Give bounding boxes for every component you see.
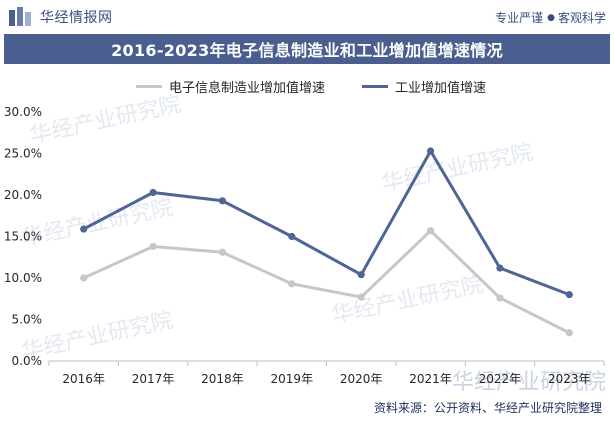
y-tick-label: 15.0% xyxy=(4,230,42,244)
brand-name: 华经情报网 xyxy=(40,10,113,26)
slogan: 专业严谨 ● 客观科学 xyxy=(495,9,606,26)
data-point-series-0 xyxy=(80,274,88,282)
y-tick-label: 20.0% xyxy=(4,188,42,202)
data-point-series-1 xyxy=(80,225,88,233)
data-point-series-1 xyxy=(357,271,365,279)
data-point-series-0 xyxy=(496,294,504,302)
data-point-series-0 xyxy=(565,329,573,337)
legend-label-industry: 工业增加值增速 xyxy=(395,80,487,96)
legend-label-electronics: 电子信息制造业增加值增速 xyxy=(169,80,326,96)
brand-logo-icon xyxy=(9,7,31,26)
legend-item-electronics: 电子信息制造业增加值增速 xyxy=(136,74,325,98)
x-tick-label: 2023年 xyxy=(548,372,591,386)
y-tick-label: 5.0% xyxy=(12,313,43,327)
data-point-series-1 xyxy=(426,147,435,155)
x-tick-label: 2018年 xyxy=(201,372,244,386)
y-tick-label: 30.0% xyxy=(4,105,42,119)
data-point-series-0 xyxy=(288,280,296,288)
data-point-series-0 xyxy=(426,227,435,235)
data-point-series-0 xyxy=(218,248,227,256)
x-tick-label: 2019年 xyxy=(271,372,314,386)
y-tick-label: 10.0% xyxy=(4,271,42,285)
slogan-dot-icon: ● xyxy=(547,12,555,23)
y-tick-label: 0.0% xyxy=(12,354,43,368)
top-bar: 华经情报网 专业严谨 ● 客观科学 xyxy=(0,0,614,34)
slogan-left: 专业严谨 xyxy=(495,11,544,25)
data-point-series-0 xyxy=(357,293,365,301)
brand: 华经情报网 xyxy=(8,6,113,28)
source-note: 资料来源：公开资料、华经产业研究院整理 xyxy=(373,401,602,415)
slogan-right: 客观科学 xyxy=(557,11,606,25)
chart-title-bar: 2016-2023年电子信息制造业和工业增加值增速情况 xyxy=(4,34,610,64)
x-tick-label: 2021年 xyxy=(409,372,452,386)
x-tick-label: 2016年 xyxy=(62,372,105,386)
series-line-1 xyxy=(82,149,571,297)
data-point-series-1 xyxy=(565,291,573,299)
x-tick-label: 2020年 xyxy=(340,372,383,386)
x-tick-label: 2017年 xyxy=(132,372,175,386)
data-point-series-1 xyxy=(149,188,157,197)
legend-swatch-industry xyxy=(362,84,388,88)
chart-title: 2016-2023年电子信息制造业和工业增加值增速情况 xyxy=(111,41,503,60)
data-point-series-1 xyxy=(288,232,296,241)
data-point-series-1 xyxy=(496,264,504,272)
y-tick-label: 25.0% xyxy=(4,147,42,161)
data-point-series-1 xyxy=(218,197,227,205)
series-line-0 xyxy=(82,229,571,335)
data-point-series-0 xyxy=(149,242,157,251)
legend-item-industry: 工业增加值增速 xyxy=(362,74,486,98)
legend-swatch-electronics xyxy=(136,84,162,88)
x-tick-label: 2022年 xyxy=(479,372,522,386)
chart-legend: 电子信息制造业增加值增速 工业增加值增速 xyxy=(0,74,614,98)
